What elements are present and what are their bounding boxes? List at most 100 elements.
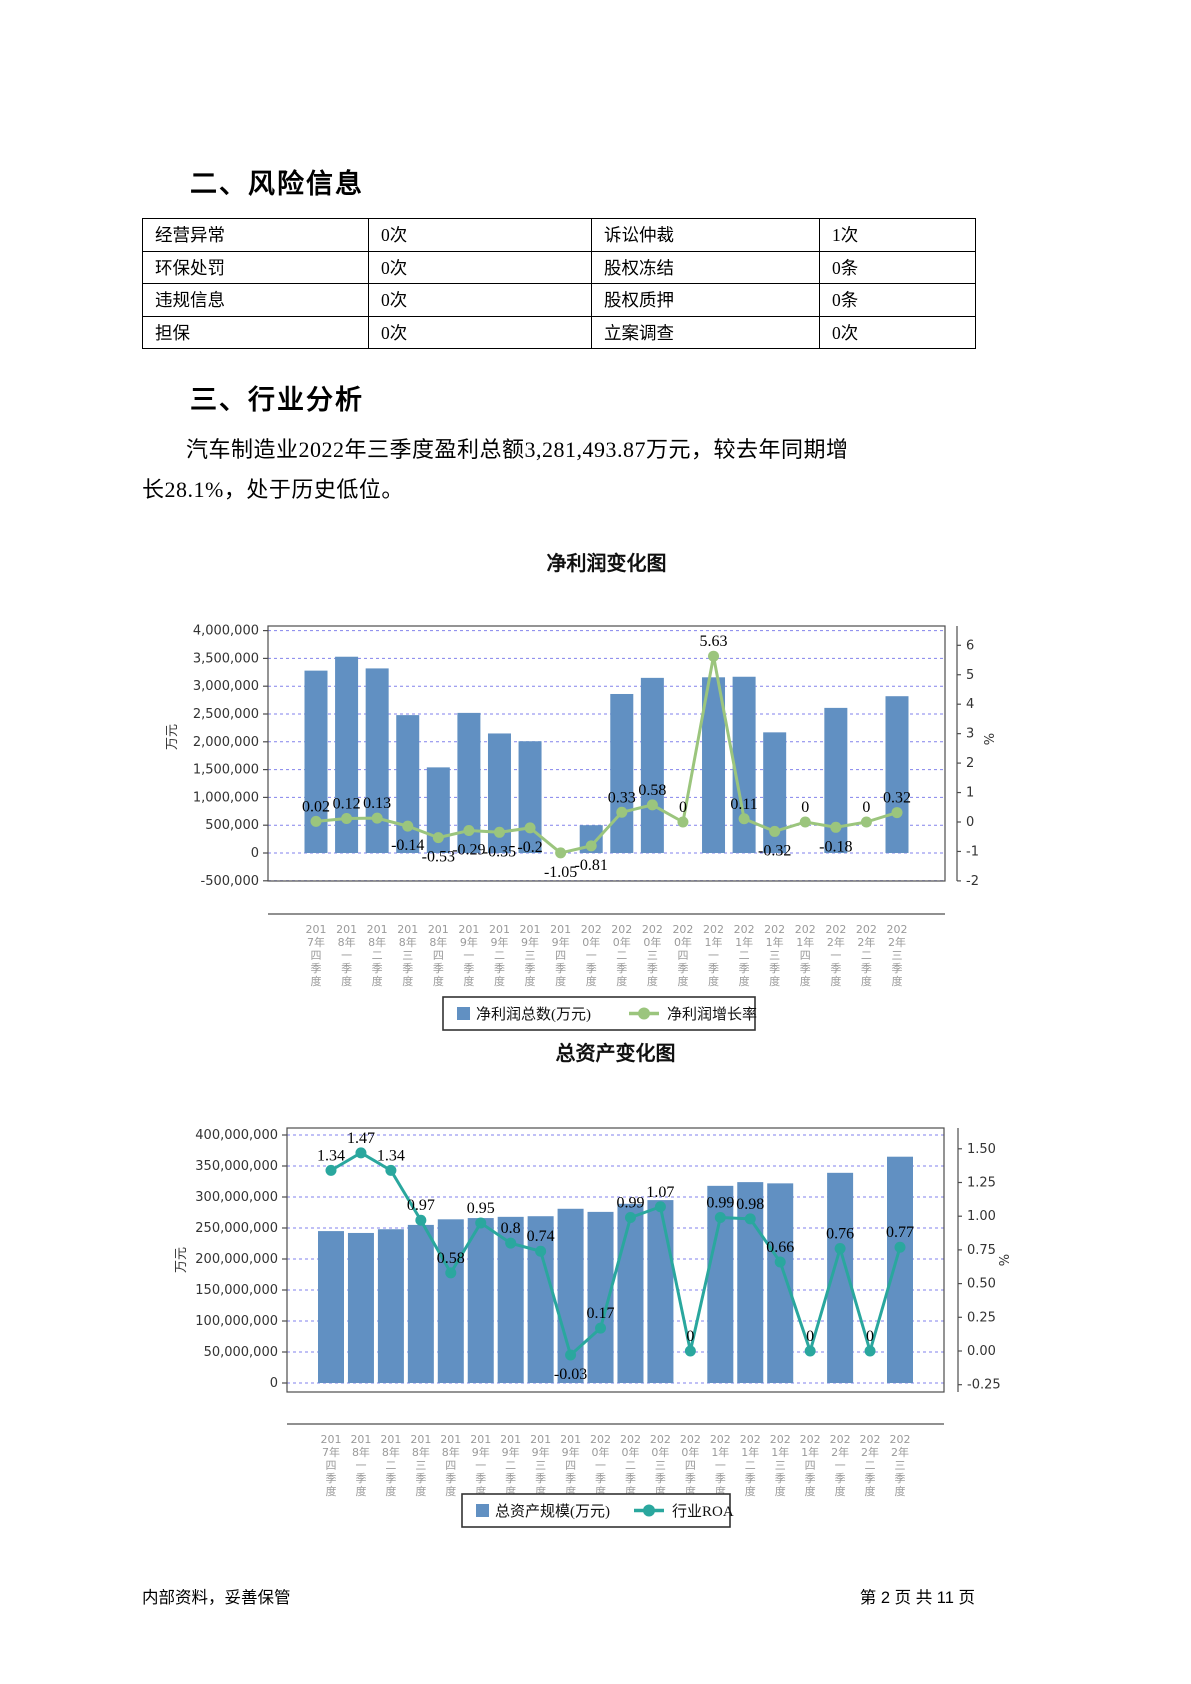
x-axis-label: 季	[311, 962, 322, 975]
x-axis-label: 度	[715, 1484, 726, 1498]
x-axis-label: 季	[535, 1472, 546, 1485]
x-axis-label: 二	[372, 949, 383, 962]
x-axis-label: 202	[740, 1433, 761, 1446]
x-axis-label: 四	[565, 1459, 576, 1472]
x-axis-label: 度	[739, 974, 750, 988]
x-axis-label: 8年	[442, 1445, 460, 1459]
line-point	[834, 1243, 846, 1255]
x-axis-label: 2年	[891, 1445, 909, 1459]
x-axis-label: 季	[677, 962, 688, 975]
x-axis-label: 202	[703, 923, 724, 936]
x-axis-label: 202	[887, 923, 908, 936]
x-axis-label: 一	[830, 949, 841, 962]
line-point	[585, 840, 597, 852]
bar	[617, 1203, 644, 1383]
industry-paragraph: 汽车制造业2022年三季度盈利总额3,281,493.87万元，较去年同期增 长…	[142, 430, 1022, 510]
left-axis-unit: 万元	[174, 1247, 189, 1273]
point-label: 0	[679, 799, 687, 816]
line-point	[445, 1267, 457, 1279]
x-axis-label: 季	[715, 1472, 726, 1485]
table-cell: 违规信息	[142, 283, 369, 317]
x-axis-label: 二	[745, 1459, 756, 1472]
line-point	[891, 807, 903, 819]
left-axis-label: 150,000,000	[195, 1283, 278, 1298]
x-axis-label: 一	[341, 949, 352, 962]
x-axis-label: 9年	[490, 935, 508, 949]
plot-frame	[267, 625, 946, 882]
x-axis-label: 度	[372, 974, 383, 988]
table-cell: 担保	[142, 315, 369, 350]
x-axis-label: 度	[433, 974, 444, 988]
legend-line-swatch-dot	[638, 1007, 650, 1020]
x-axis-label: 二	[865, 1459, 876, 1472]
x-axis-label: 季	[494, 962, 505, 975]
legend-bar-label: 净利润总数(万元)	[476, 1006, 591, 1023]
x-axis-label: 度	[595, 1484, 606, 1498]
x-axis-label: 度	[525, 974, 536, 988]
x-axis-label: 度	[341, 974, 352, 988]
x-axis-label: 季	[805, 1472, 816, 1485]
right-axis-label: -2	[966, 874, 979, 889]
x-axis-label: 度	[835, 1484, 846, 1498]
x-axis-label: 季	[647, 962, 658, 975]
x-axis-label: 季	[708, 962, 719, 975]
line-point	[708, 650, 720, 662]
bar	[527, 1216, 554, 1383]
x-axis-label: 202	[581, 923, 602, 936]
x-axis-label: 三	[647, 949, 658, 962]
point-label: 0.66	[766, 1239, 794, 1256]
x-axis-label: 三	[655, 1459, 666, 1472]
x-axis-label: 201	[336, 923, 357, 936]
x-axis-label: 季	[565, 1472, 576, 1485]
risk-info-table: 经营异常 0次 诉讼仲裁 1次 环保处罚 0次 股权冻结 0条 违规信息 0次 …	[142, 218, 976, 350]
x-axis-label: 四	[445, 1459, 456, 1472]
x-axis-label: 9年	[552, 935, 570, 949]
point-label: 0.97	[407, 1197, 435, 1214]
x-axis-label: 202	[680, 1433, 701, 1446]
bar	[640, 677, 664, 853]
line-point	[769, 825, 781, 837]
line-point	[744, 1213, 756, 1225]
line-point	[595, 1322, 607, 1334]
x-axis-label: 三	[775, 1459, 786, 1472]
left-axis-label: 3,500,000	[193, 651, 259, 666]
x-axis-label: 季	[895, 1472, 906, 1485]
x-axis-label: 9年	[472, 1445, 490, 1459]
x-axis-label: 度	[311, 974, 322, 988]
bar	[407, 1224, 434, 1383]
point-label: 1.34	[377, 1147, 405, 1164]
x-axis-label: 度	[475, 1484, 486, 1498]
bar	[887, 1156, 913, 1383]
x-axis-label: 度	[800, 974, 811, 988]
line-point	[804, 1345, 816, 1357]
left-axis-label: 1,500,000	[193, 763, 259, 778]
x-axis-label: 1年	[771, 1445, 789, 1459]
left-axis-label: 500,000	[205, 818, 259, 833]
right-axis-label: 1.50	[967, 1142, 996, 1157]
x-axis-label: 度	[555, 974, 566, 988]
left-axis-label: 250,000,000	[195, 1221, 278, 1236]
x-axis-label: 季	[616, 962, 627, 975]
x-axis-label: 季	[800, 962, 811, 975]
point-label: 0	[866, 1328, 874, 1345]
point-label: -0.53	[422, 849, 455, 866]
x-axis-label: 202	[734, 923, 755, 936]
left-axis-label: 0	[270, 1376, 278, 1391]
bar	[457, 712, 481, 853]
x-axis-label: 9年	[562, 1445, 580, 1459]
point-label: -0.32	[758, 842, 791, 859]
point-label: 0.58	[638, 782, 666, 799]
left-axis-label: 3,000,000	[193, 679, 259, 694]
x-axis-label: 季	[745, 1472, 756, 1485]
x-axis-label: 四	[685, 1459, 696, 1472]
line-point	[493, 826, 505, 838]
x-axis-label: 0年	[621, 1445, 639, 1459]
x-axis-label: 201	[550, 923, 571, 936]
x-axis-label: 202	[620, 1433, 641, 1446]
x-axis-label: 一	[595, 1459, 606, 1472]
right-axis-unit: %	[983, 733, 998, 745]
bar	[885, 696, 909, 853]
x-axis-label: 度	[830, 974, 841, 988]
line-point	[371, 812, 383, 824]
point-label: 0.98	[736, 1196, 764, 1213]
